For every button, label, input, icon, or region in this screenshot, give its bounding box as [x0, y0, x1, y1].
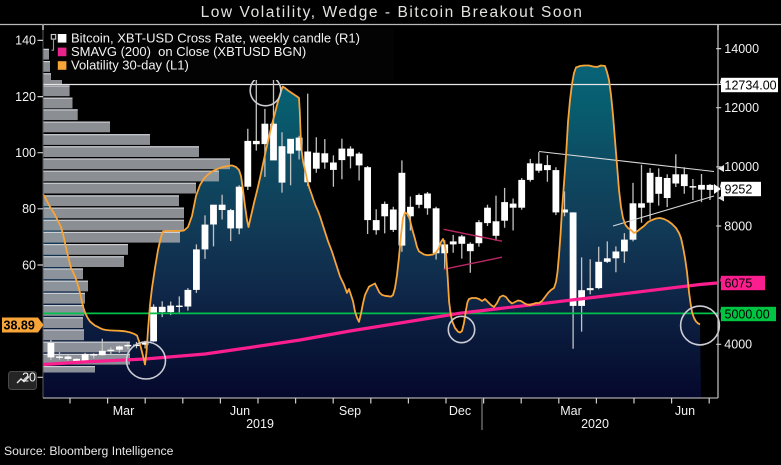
svg-text:Sep: Sep [339, 404, 361, 418]
svg-text:60: 60 [22, 258, 36, 272]
svg-text:8000: 8000 [724, 219, 752, 233]
svg-text:Jun: Jun [675, 404, 695, 418]
svg-text:140: 140 [15, 34, 36, 48]
svg-text:20: 20 [22, 371, 36, 385]
svg-text:10000: 10000 [724, 160, 759, 174]
svg-text:14000: 14000 [724, 42, 759, 56]
svg-text:Mar: Mar [560, 404, 582, 418]
svg-text:4000: 4000 [724, 338, 752, 352]
svg-text:38.89: 38.89 [4, 319, 35, 333]
svg-text:Mar: Mar [113, 404, 135, 418]
svg-text:120: 120 [15, 90, 36, 104]
svg-text:Volatility 30-day (L1): Volatility 30-day (L1) [71, 58, 189, 73]
svg-text:2020: 2020 [581, 417, 609, 431]
svg-text:9252: 9252 [725, 182, 753, 196]
svg-text:5000.00: 5000.00 [725, 307, 770, 321]
svg-text:Jun: Jun [230, 404, 250, 418]
svg-text:12734.00: 12734.00 [725, 78, 777, 92]
svg-text:Low Volatility, Wedge - Bitcoi: Low Volatility, Wedge - Bitcoin Breakout… [201, 4, 584, 21]
svg-text:Dec: Dec [449, 404, 471, 418]
svg-text:Source: Bloomberg Intelligence: Source: Bloomberg Intelligence [4, 444, 174, 458]
svg-text:Bitcoin, XBT-USD Cross Rate, w: Bitcoin, XBT-USD Cross Rate, weekly cand… [71, 31, 360, 46]
svg-text:SMAVG (200) on Close (XBTUSD: SMAVG (200) on Close (XBTUSD BGN) [71, 44, 306, 59]
svg-text:80: 80 [22, 202, 36, 216]
svg-text:100: 100 [15, 146, 36, 160]
svg-text:6075: 6075 [725, 276, 753, 290]
svg-text:2019: 2019 [246, 417, 274, 431]
svg-text:12000: 12000 [724, 101, 759, 115]
